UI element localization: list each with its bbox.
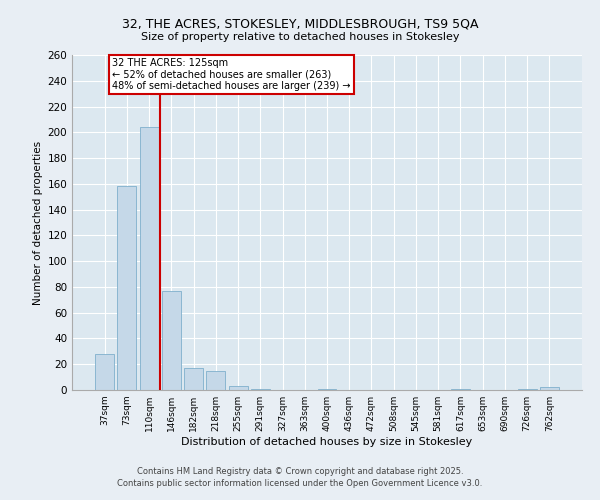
Bar	[540, 388, 559, 390]
Bar	[229, 386, 248, 390]
Y-axis label: Number of detached properties: Number of detached properties	[33, 140, 43, 304]
X-axis label: Distribution of detached houses by size in Stokesley: Distribution of detached houses by size …	[181, 437, 473, 447]
Text: 32 THE ACRES: 125sqm
← 52% of detached houses are smaller (263)
48% of semi-deta: 32 THE ACRES: 125sqm ← 52% of detached h…	[112, 58, 351, 91]
Bar	[317, 388, 337, 390]
Text: Contains HM Land Registry data © Crown copyright and database right 2025.
Contai: Contains HM Land Registry data © Crown c…	[118, 466, 482, 487]
Bar	[140, 127, 158, 390]
Bar	[451, 388, 470, 390]
Bar	[251, 388, 270, 390]
Bar	[118, 186, 136, 390]
Bar	[162, 291, 181, 390]
Bar	[95, 354, 114, 390]
Text: Size of property relative to detached houses in Stokesley: Size of property relative to detached ho…	[141, 32, 459, 42]
Text: 32, THE ACRES, STOKESLEY, MIDDLESBROUGH, TS9 5QA: 32, THE ACRES, STOKESLEY, MIDDLESBROUGH,…	[122, 18, 478, 30]
Bar	[518, 388, 536, 390]
Bar	[206, 370, 225, 390]
Bar	[184, 368, 203, 390]
